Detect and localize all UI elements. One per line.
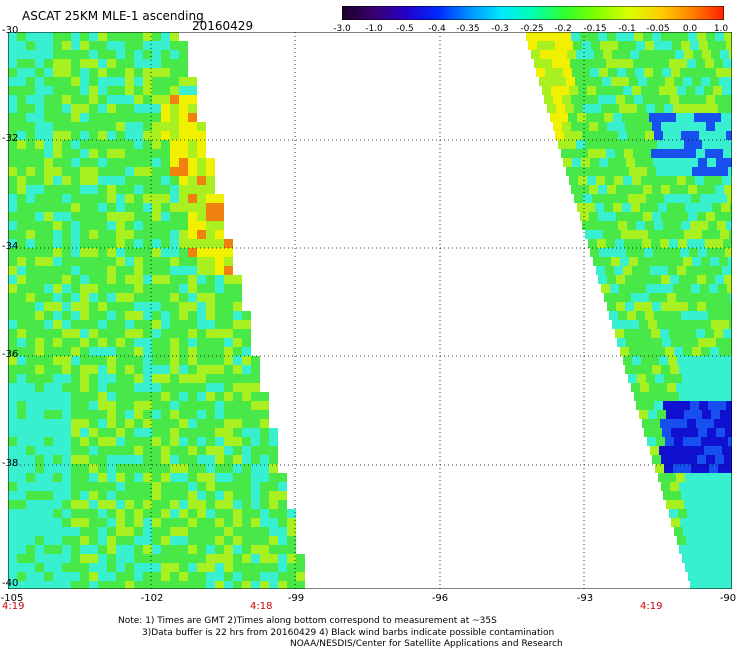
colorbar-tick: 0.0 bbox=[682, 24, 698, 34]
colorbar-tick: -0.3 bbox=[491, 24, 509, 34]
colorbar-tick: -0.1 bbox=[618, 24, 636, 34]
colorbar-tick: -0.2 bbox=[554, 24, 572, 34]
time-label-left: 4:19 bbox=[2, 601, 25, 612]
grid-lines bbox=[8, 32, 732, 589]
colorbar-tick: -0.15 bbox=[583, 24, 607, 34]
colorbar-tick: -0.05 bbox=[646, 24, 670, 34]
wind-map bbox=[8, 32, 732, 589]
colorbar-tick: -1.0 bbox=[365, 24, 383, 34]
time-label-middle: 4:18 bbox=[250, 601, 273, 612]
longitude-label: -102 bbox=[140, 593, 164, 604]
swath-left bbox=[8, 32, 305, 589]
longitude-label: -90 bbox=[719, 593, 737, 604]
latitude-label: -36 bbox=[2, 349, 19, 360]
longitude-label: -96 bbox=[431, 593, 449, 604]
product-title: ASCAT 25KM MLE-1 ascending bbox=[22, 9, 204, 23]
latitude-label: -40 bbox=[2, 578, 19, 589]
note-line-3: NOAA/NESDIS/Center for Satellite Applica… bbox=[290, 639, 563, 649]
colorbar-tick: -3.0 bbox=[333, 24, 351, 34]
colorbar bbox=[342, 6, 724, 20]
product-date: 20160429 bbox=[192, 19, 254, 33]
longitude-label: -99 bbox=[287, 593, 305, 604]
swath-right bbox=[526, 32, 732, 589]
time-label-right: 4:19 bbox=[640, 601, 663, 612]
colorbar-tick: -0.5 bbox=[396, 24, 414, 34]
latitude-label: -38 bbox=[2, 458, 19, 469]
note-line-2: 3)Data buffer is 22 hrs from 20160429 4)… bbox=[142, 628, 555, 638]
latitude-label: -34 bbox=[2, 241, 19, 252]
longitude-label: -105 bbox=[0, 593, 24, 604]
longitude-label: -93 bbox=[576, 593, 594, 604]
latitude-label: -32 bbox=[2, 133, 19, 144]
colorbar-tick: -0.35 bbox=[456, 24, 480, 34]
colorbar-tick: -0.25 bbox=[520, 24, 544, 34]
latitude-label: -30 bbox=[2, 25, 19, 36]
colorbar-tick: 1.0 bbox=[713, 24, 729, 34]
note-line-1: Note: 1) Times are GMT 2)Times along bot… bbox=[118, 616, 497, 626]
colorbar-tick: -0.4 bbox=[428, 24, 446, 34]
